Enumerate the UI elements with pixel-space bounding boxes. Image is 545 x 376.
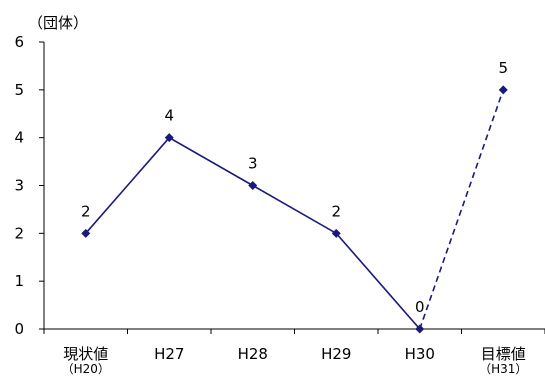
- y-tick-label: 4: [14, 129, 24, 147]
- points: [81, 85, 508, 334]
- data-label: 2: [81, 202, 91, 220]
- y-tick-label: 3: [14, 177, 24, 195]
- y-tick-label: 5: [14, 81, 24, 99]
- data-labels: 2 4 3 2 0 5: [81, 59, 508, 316]
- data-point-marker: [248, 181, 258, 190]
- data-label: 2: [331, 202, 341, 220]
- x-tick-label: H27: [154, 345, 184, 363]
- data-point-marker: [81, 228, 91, 238]
- y-unit-label: （団体）: [28, 14, 88, 32]
- data-point-marker: [164, 133, 174, 143]
- x-tick-sublabel: （H31）: [479, 362, 527, 376]
- y-tick-label: 0: [14, 320, 24, 338]
- data-point-marker: [415, 324, 425, 334]
- data-label: 3: [248, 155, 258, 173]
- series-line-dashed: [418, 89, 505, 330]
- y-tick-label: 2: [14, 224, 24, 242]
- x-tick-label: H28: [238, 345, 268, 363]
- data-label: 0: [415, 298, 425, 316]
- x-tick-label: H30: [405, 345, 435, 363]
- y-ticks: 0 1 2 3 4 5 6: [14, 33, 44, 338]
- x-tick-label: 現状値: [63, 345, 108, 363]
- x-ticks: 現状値（H20） H27 H28 H29 H30 目標値（H31）: [43, 329, 545, 376]
- data-point-marker: [331, 228, 341, 238]
- x-tick-sublabel: （H20）: [62, 362, 110, 376]
- data-label: 5: [498, 59, 508, 77]
- y-tick-label: 1: [14, 272, 24, 290]
- x-tick-label: 目標値: [481, 345, 526, 363]
- data-point-marker: [498, 85, 508, 95]
- series: [85, 89, 505, 330]
- x-tick-label: H29: [321, 345, 351, 363]
- data-label: 4: [164, 107, 174, 125]
- y-tick-label: 6: [14, 33, 24, 51]
